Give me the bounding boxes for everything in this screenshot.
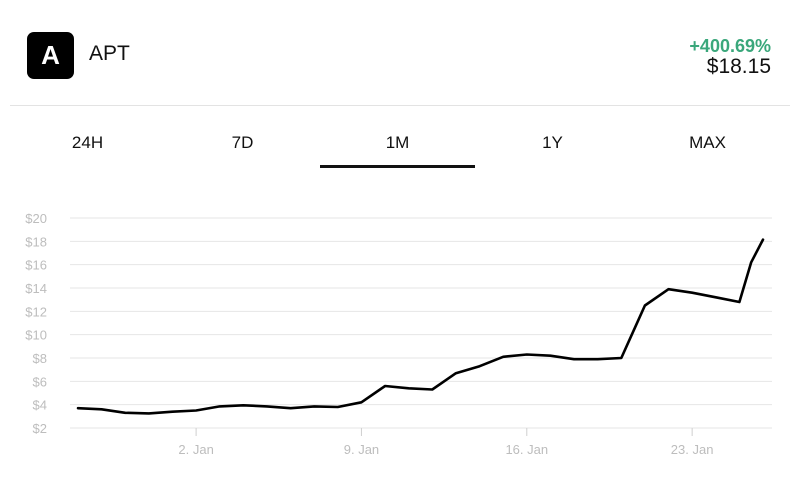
tab-label: MAX [689,133,726,152]
header-divider [10,105,790,106]
x-tick-label: 23. Jan [671,442,714,457]
y-tick-label: $14 [25,281,47,296]
y-tick-label: $18 [25,234,47,249]
price-chart[interactable]: $20 $18 $16 $14 $12 $10 $8 $6 $4 $2 2. Jan 9. Jan 16… [0,200,790,480]
y-tick-label: $2 [33,421,47,436]
timeframe-tabs: 24H 7D 1M 1Y MAX [10,120,775,172]
x-tick-label: 2. Jan [178,442,213,457]
y-tick-label: $4 [33,398,47,413]
y-tick-label: $20 [25,211,47,226]
tab-label: 24H [71,133,104,152]
tab-max[interactable]: MAX [630,120,785,172]
current-price: $18.15 [706,55,771,78]
tab-24h[interactable]: 24H [10,120,165,172]
asset-logo: A [27,32,74,79]
y-tick-label: $16 [25,258,47,273]
x-tick-label: 9. Jan [344,442,379,457]
tab-label: 1M [385,133,410,152]
tab-7d[interactable]: 7D [165,120,320,172]
y-tick-label: $6 [33,374,47,389]
y-tick-label: $10 [25,328,47,343]
price-change-percent: +400.69% [689,36,771,56]
tab-label: 1Y [542,133,563,152]
x-tick-label: 16. Jan [505,442,548,457]
y-tick-label: $8 [33,351,47,366]
asset-ticker: APT [89,42,130,65]
asset-header: A APT +400.69% $18.15 [0,0,790,106]
tab-1m[interactable]: 1M [320,120,475,172]
tab-label: 7D [231,133,254,152]
tab-1y[interactable]: 1Y [475,120,630,172]
price-line [76,238,765,415]
y-tick-label: $12 [25,304,47,319]
